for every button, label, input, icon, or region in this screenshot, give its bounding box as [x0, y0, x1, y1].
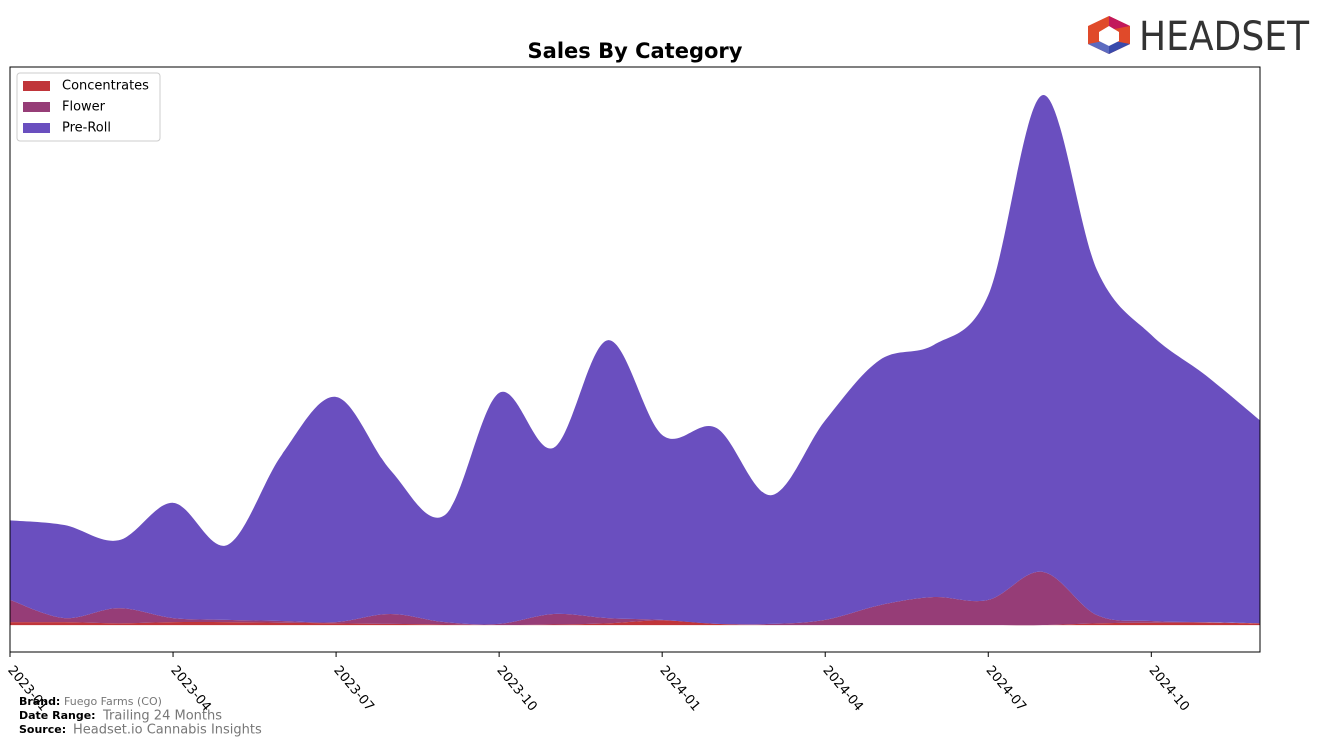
x-tick-label: 2023-04 — [167, 663, 213, 714]
area — [10, 571, 1260, 626]
logo-icon — [1088, 40, 1109, 54]
legend-label: Flower — [62, 100, 106, 115]
legend-frame — [16, 72, 161, 142]
legend-label: Concentrates — [62, 79, 149, 94]
footer-label: Brand: — [19, 695, 60, 708]
footer-value: Headset.io Cannabis Insights — [73, 723, 262, 738]
x-tick-label: 2023-07 — [330, 663, 376, 714]
x-tick-label: 2024-01 — [656, 663, 702, 714]
x-tick-label: 2024-10 — [1146, 663, 1192, 714]
logo-icon — [1109, 40, 1130, 54]
x-tick-label: 2024-04 — [819, 663, 865, 714]
area — [10, 620, 1260, 626]
footer-value: Fuego Farms (CO) — [64, 695, 162, 708]
plot-frame — [9, 66, 1261, 653]
footer-label: Source: — [19, 723, 66, 736]
legend-swatch — [23, 102, 50, 112]
legend-label: Pre-Roll — [62, 121, 111, 136]
footer-label: Date Range: — [19, 709, 96, 722]
x-tick-label: 2023-10 — [493, 663, 539, 714]
legend: Concentrates Flower Pre-Roll — [16, 72, 161, 142]
logo-icon — [1099, 26, 1119, 46]
logo-icon — [1109, 16, 1130, 30]
logo: HEADSET — [1088, 14, 1310, 60]
logo-text: HEADSET — [1139, 14, 1310, 60]
legend-swatch — [23, 123, 50, 133]
x-tick-label: 2024-07 — [983, 663, 1029, 714]
chart-title: Sales By Category — [528, 39, 743, 63]
legend-swatch — [23, 81, 50, 91]
area — [10, 94, 1260, 625]
footer-value: Trailing 24 Months — [102, 709, 222, 724]
